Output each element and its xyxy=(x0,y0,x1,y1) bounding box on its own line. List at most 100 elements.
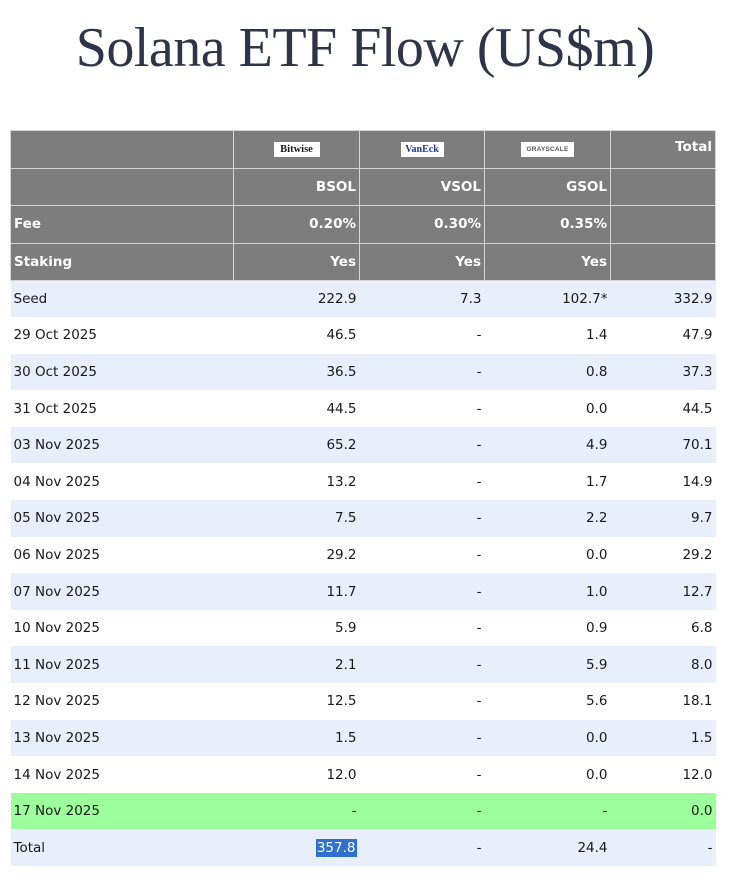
grayscale-header-cell: GRAYSCALE xyxy=(484,130,611,169)
highlighted-table-row: 17 Nov 2025 - - - 0.0 xyxy=(10,792,716,830)
empty-header-cell xyxy=(610,242,716,281)
selected-text[interactable]: 357.8 xyxy=(315,838,357,857)
row-bsol: 65.2 xyxy=(233,426,360,464)
row-bsol: 12.5 xyxy=(233,683,360,720)
table-row: 14 Nov 2025 12.0 - 0.0 12.0 xyxy=(10,756,716,793)
row-total: 0.0 xyxy=(610,792,716,830)
row-vsol: - xyxy=(359,390,485,427)
row-bsol: 1.5 xyxy=(233,719,360,757)
row-gsol: 0.0 xyxy=(484,756,611,793)
total-total: - xyxy=(610,829,716,866)
row-total: 44.5 xyxy=(610,390,716,427)
fee-bsol: 0.20% xyxy=(233,205,360,244)
ticker-gsol: GSOL xyxy=(484,167,611,206)
ticker-row: BSOL VSOL GSOL xyxy=(10,167,716,206)
row-date: 13 Nov 2025 xyxy=(10,719,234,757)
table-row: 03 Nov 2025 65.2 - 4.9 70.1 xyxy=(10,426,716,464)
row-date: 17 Nov 2025 xyxy=(10,792,234,830)
row-bsol: 44.5 xyxy=(233,390,360,427)
row-vsol: - xyxy=(359,609,485,647)
table-row: Seed 222.9 7.3 102.7* 332.9 xyxy=(10,280,716,318)
row-vsol: - xyxy=(359,353,485,391)
table-row: 29 Oct 2025 46.5 - 1.4 47.9 xyxy=(10,317,716,354)
staking-row: Staking Yes Yes Yes xyxy=(10,242,716,281)
row-date: 10 Nov 2025 xyxy=(10,609,234,647)
row-total: 8.0 xyxy=(610,646,716,684)
row-date: 30 Oct 2025 xyxy=(10,353,234,391)
vaneck-header-cell: VanEck xyxy=(359,130,485,169)
row-gsol: 1.0 xyxy=(484,573,611,610)
staking-bsol: Yes xyxy=(233,242,360,281)
row-gsol: 0.9 xyxy=(484,609,611,647)
row-gsol: 0.0 xyxy=(484,390,611,427)
row-total: 47.9 xyxy=(610,317,716,354)
row-vsol: - xyxy=(359,683,485,720)
row-bsol: 11.7 xyxy=(233,573,360,610)
row-date: Seed xyxy=(10,280,234,318)
empty-header-cell xyxy=(10,167,234,206)
row-total: 332.9 xyxy=(610,280,716,318)
total-gsol: 24.4 xyxy=(484,829,611,866)
row-bsol: 222.9 xyxy=(233,280,360,318)
row-total: 18.1 xyxy=(610,683,716,720)
issuer-logo-row: Bitwise VanEck GRAYSCALE Total xyxy=(10,130,716,169)
row-gsol: - xyxy=(484,792,611,830)
row-date: 07 Nov 2025 xyxy=(10,573,234,610)
row-date: 11 Nov 2025 xyxy=(10,646,234,684)
table-row: 06 Nov 2025 29.2 - 0.0 29.2 xyxy=(10,536,716,574)
staking-gsol: Yes xyxy=(484,242,611,281)
row-total: 14.9 xyxy=(610,463,716,501)
table-row: 13 Nov 2025 1.5 - 0.0 1.5 xyxy=(10,719,716,757)
fee-gsol: 0.35% xyxy=(484,205,611,244)
row-bsol: 46.5 xyxy=(233,317,360,354)
row-bsol: 36.5 xyxy=(233,353,360,391)
row-total: 12.7 xyxy=(610,573,716,610)
row-gsol: 1.4 xyxy=(484,317,611,354)
row-total: 70.1 xyxy=(610,426,716,464)
row-gsol: 102.7* xyxy=(484,280,611,318)
total-bsol-cell[interactable]: 357.8 xyxy=(233,829,360,866)
table-row: 31 Oct 2025 44.5 - 0.0 44.5 xyxy=(10,390,716,427)
total-column-header: Total xyxy=(610,130,716,169)
row-date: 03 Nov 2025 xyxy=(10,426,234,464)
row-date: 29 Oct 2025 xyxy=(10,317,234,354)
row-bsol: 29.2 xyxy=(233,536,360,574)
empty-header-cell xyxy=(610,205,716,244)
row-gsol: 5.9 xyxy=(484,646,611,684)
row-vsol: 7.3 xyxy=(359,280,485,318)
row-gsol: 0.0 xyxy=(484,536,611,574)
total-vsol: - xyxy=(359,829,485,866)
row-date: 04 Nov 2025 xyxy=(10,463,234,501)
row-vsol: - xyxy=(359,646,485,684)
total-label: Total xyxy=(10,829,234,866)
row-gsol: 0.8 xyxy=(484,353,611,391)
empty-header-cell xyxy=(610,167,716,206)
table-row: 12 Nov 2025 12.5 - 5.6 18.1 xyxy=(10,683,716,720)
row-vsol: - xyxy=(359,426,485,464)
ticker-vsol: VSOL xyxy=(359,167,485,206)
row-bsol: 13.2 xyxy=(233,463,360,501)
row-gsol: 5.6 xyxy=(484,683,611,720)
staking-label: Staking xyxy=(10,242,234,281)
row-bsol: 2.1 xyxy=(233,646,360,684)
row-total: 37.3 xyxy=(610,353,716,391)
fee-label: Fee xyxy=(10,205,234,244)
row-total: 1.5 xyxy=(610,719,716,757)
row-total: 9.7 xyxy=(610,500,716,537)
row-bsol: 12.0 xyxy=(233,756,360,793)
row-bsol: 7.5 xyxy=(233,500,360,537)
row-vsol: - xyxy=(359,317,485,354)
row-vsol: - xyxy=(359,536,485,574)
row-vsol: - xyxy=(359,463,485,501)
row-total: 12.0 xyxy=(610,756,716,793)
table-row: 07 Nov 2025 11.7 - 1.0 12.7 xyxy=(10,573,716,610)
ticker-bsol: BSOL xyxy=(233,167,360,206)
row-vsol: - xyxy=(359,719,485,757)
row-total: 6.8 xyxy=(610,609,716,647)
row-vsol: - xyxy=(359,756,485,793)
row-vsol: - xyxy=(359,792,485,830)
table-row: 04 Nov 2025 13.2 - 1.7 14.9 xyxy=(10,463,716,501)
page-title: Solana ETF Flow (US$m) xyxy=(75,17,655,79)
row-bsol: 5.9 xyxy=(233,609,360,647)
row-bsol: - xyxy=(233,792,360,830)
